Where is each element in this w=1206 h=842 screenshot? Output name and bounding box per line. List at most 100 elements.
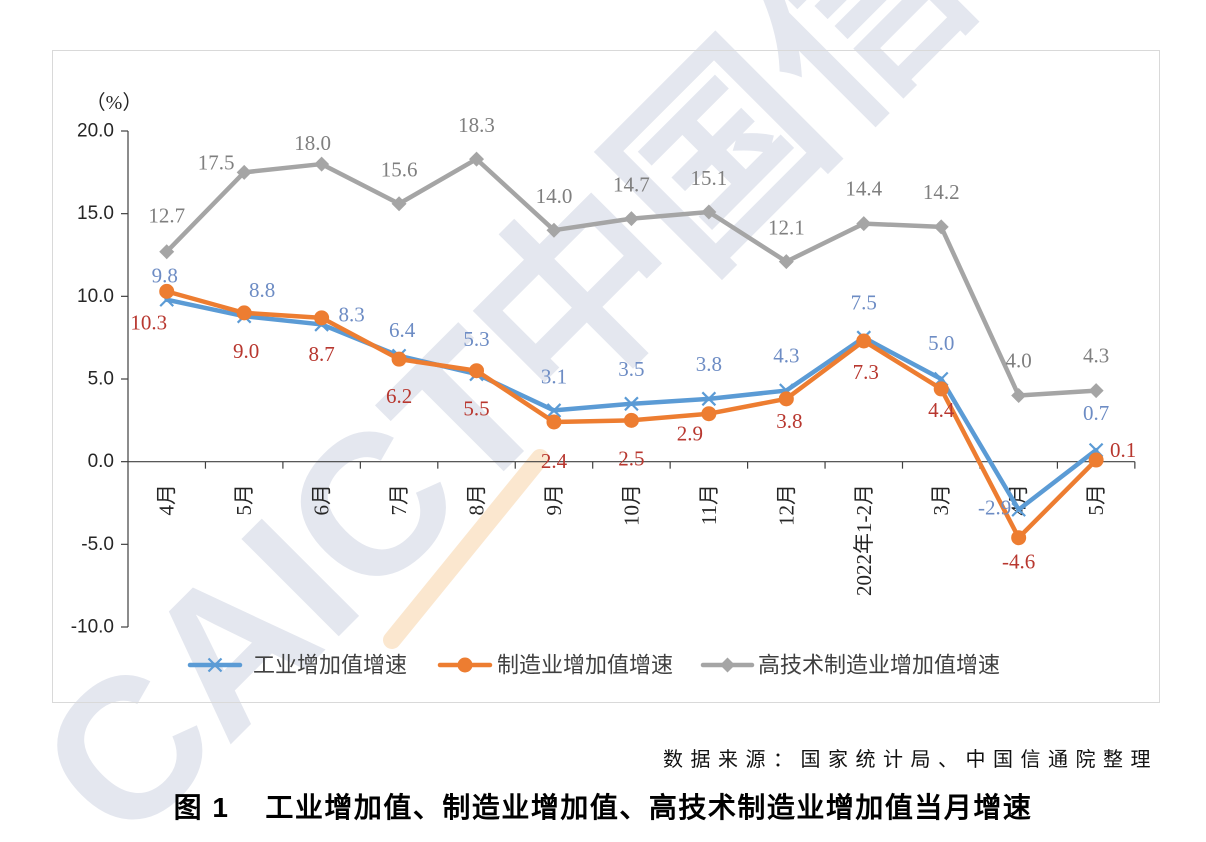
y-tick-label: 20.0 — [77, 121, 114, 142]
cross-stroke — [546, 403, 562, 418]
data-point-circle-icon — [546, 414, 562, 430]
figure-title: 工业增加值、制造业增加值、高技术制造业增加值当月增速 — [265, 792, 1033, 823]
y-tick-label: 0.0 — [88, 451, 114, 472]
cross-stroke — [624, 396, 639, 412]
y-axis: 20.0 15.0 10.0 5.0 0.0 -5.0 -10.0 — [71, 121, 129, 638]
x-tick-label: 8月 — [465, 484, 489, 516]
x-tick-label: 7月 — [387, 484, 411, 516]
data-label: 15.6 — [381, 158, 418, 182]
legend-label: 制造业增加值增速 — [497, 653, 673, 678]
data-source-note: 数据来源：国家统计局、中国信通院整理 — [663, 749, 1158, 771]
data-point-circle-icon — [1011, 530, 1027, 546]
figure-number: 图 1 — [173, 792, 230, 823]
data-label: 4.3 — [773, 344, 799, 368]
data-point-circle-icon — [933, 381, 949, 397]
data-point-diamond-icon — [1011, 388, 1027, 404]
data-label: 3.1 — [541, 364, 567, 388]
data-point-circle-icon — [856, 333, 872, 349]
data-label: 5.5 — [463, 397, 489, 421]
cross-stroke — [1011, 502, 1026, 517]
x-tick-label: 2022年1-2月 — [852, 484, 876, 596]
data-label: 10.3 — [130, 310, 167, 334]
data-point-cross-icon — [624, 396, 639, 412]
x-tick-label: 10月 — [619, 484, 643, 526]
data-point-circle-icon — [469, 363, 485, 379]
data-label: 3.5 — [618, 357, 644, 381]
y-tick-label: 5.0 — [88, 369, 114, 390]
legend-item: 制造业增加值增速 — [437, 653, 673, 678]
series-0 — [159, 292, 1104, 517]
data-point-circle-icon — [236, 305, 252, 321]
data-point-circle-icon — [1088, 452, 1104, 468]
data-point-diamond-icon — [391, 196, 407, 212]
data-label: 14.2 — [923, 180, 960, 204]
x-tick-label: 11月 — [697, 484, 721, 525]
x-tick-label: 9月 — [542, 484, 566, 516]
data-label: 6.4 — [389, 318, 416, 342]
y-tick-label: -5.0 — [81, 534, 114, 555]
data-label: 18.0 — [294, 131, 331, 155]
data-label: -2.9 — [978, 496, 1011, 520]
legend-marker-diamond-icon — [720, 657, 735, 673]
data-label: 8.7 — [309, 342, 335, 366]
data-label: 2.4 — [541, 449, 568, 473]
legend-label: 工业增加值增速 — [253, 653, 407, 678]
cross-stroke — [701, 391, 717, 407]
data-label: 0.1 — [1110, 438, 1136, 462]
data-point-diamond-icon — [159, 244, 175, 260]
data-label: 2.9 — [677, 422, 703, 446]
data-label: 8.8 — [249, 278, 275, 302]
y-tick-label: 10.0 — [77, 286, 114, 307]
series-2 — [159, 151, 1104, 404]
data-point-circle-icon — [778, 391, 794, 407]
data-point-cross-icon — [546, 403, 562, 418]
data-label: 3.8 — [696, 352, 722, 376]
data-label: 7.3 — [853, 360, 879, 384]
data-label: 14.0 — [536, 184, 573, 208]
data-label: 6.2 — [386, 384, 412, 408]
data-label: 5.0 — [928, 331, 954, 355]
figure-caption: 图 1 工业增加值、制造业增加值、高技术制造业增加值当月增速 — [0, 790, 1206, 826]
data-label: 14.7 — [613, 173, 650, 197]
data-point-cross-icon — [701, 391, 717, 407]
data-label: 9.8 — [152, 264, 178, 288]
data-label: 18.3 — [458, 113, 495, 137]
data-label: 15.1 — [691, 166, 728, 190]
legend-marker-cross-icon — [207, 657, 223, 673]
data-labels: 9.8 8.8 8.3 6.4 5.3 3.1 3.5 3.8 4.3 7.5 5.0 -2.9 0.7… — [130, 113, 1136, 574]
y-tick-label: 15.0 — [77, 203, 114, 224]
legend-item: 工业增加值增速 — [187, 653, 407, 678]
y-axis-unit-label: （%） — [86, 91, 143, 114]
data-point-diamond-icon — [701, 204, 717, 220]
data-label: 4.3 — [1083, 344, 1109, 368]
x-tick-label: 3月 — [929, 484, 953, 516]
data-label: 14.4 — [845, 177, 882, 201]
data-point-diamond-icon — [778, 254, 794, 270]
data-point-cross-icon — [1011, 502, 1026, 517]
y-tick-label: -10.0 — [71, 617, 114, 638]
x-tick-label: 5月 — [232, 484, 256, 516]
chart-frame — [52, 50, 1160, 703]
data-label: 3.8 — [776, 409, 802, 433]
x-axis: 4月 5月 6月 7月 8月 9月 10月 11月 12月 2022年1-2月 3月 4月 5月 — [128, 461, 1136, 596]
data-label: 9.0 — [233, 339, 259, 363]
data-label: 8.3 — [339, 302, 365, 326]
x-tick-label: 4月 — [155, 484, 179, 516]
data-point-circle-icon — [159, 283, 175, 299]
data-point-diamond-icon — [623, 211, 639, 227]
data-label: 17.5 — [198, 150, 235, 174]
x-tick-label: 5月 — [1084, 484, 1108, 516]
legend-label: 高技术制造业增加值增速 — [758, 653, 1000, 678]
data-label: 2.5 — [618, 446, 644, 470]
data-point-circle-icon — [391, 351, 407, 367]
cross-stroke — [207, 657, 223, 673]
data-label: 4.4 — [928, 398, 955, 422]
data-point-diamond-icon — [933, 219, 949, 235]
x-tick-label: 6月 — [310, 484, 334, 516]
data-point-diamond-icon — [469, 151, 485, 167]
legend-item: 高技术制造业增加值增速 — [700, 653, 1000, 678]
data-point-diamond-icon — [236, 164, 252, 180]
data-label: 12.1 — [768, 216, 805, 240]
